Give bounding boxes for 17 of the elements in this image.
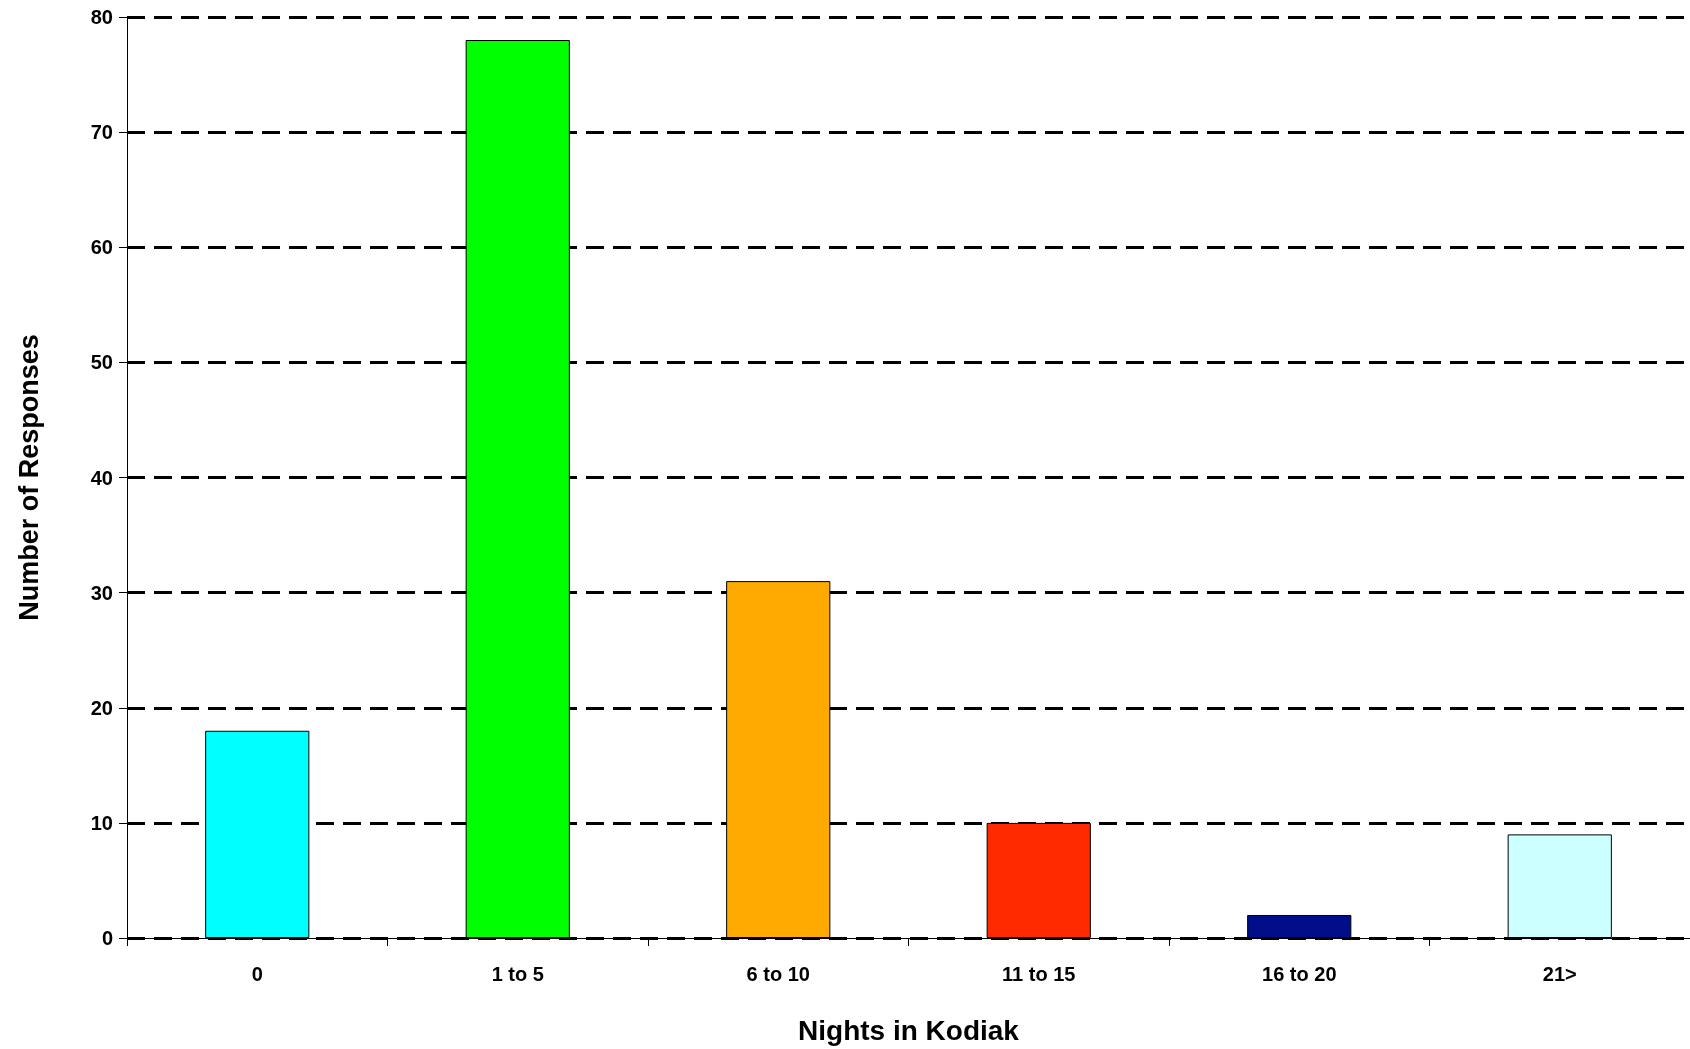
y-tick-label: 60 (90, 236, 113, 259)
y-tick-label: 30 (90, 581, 113, 604)
y-tick-label: 10 (90, 811, 113, 834)
x-tick-label: 0 (251, 963, 263, 985)
y-tick-label: 50 (90, 351, 113, 374)
x-tick-label: 21> (1542, 963, 1577, 985)
y-axis-title: Number of Responses (13, 334, 44, 621)
y-tick-label: 70 (90, 121, 113, 144)
y-tick-label: 40 (90, 466, 113, 489)
y-tick-label: 0 (101, 927, 113, 949)
x-tick-label: 1 to 5 (491, 963, 544, 985)
x-axis-title: Nights in Kodiak (798, 1014, 1020, 1046)
x-tick-label: 11 to 15 (1002, 963, 1076, 985)
y-tick-label: 80 (90, 6, 113, 28)
x-tick-label: 6 to 10 (746, 963, 810, 985)
y-tick-label: 20 (90, 696, 113, 719)
x-tick-label: 16 to 20 (1262, 963, 1337, 985)
